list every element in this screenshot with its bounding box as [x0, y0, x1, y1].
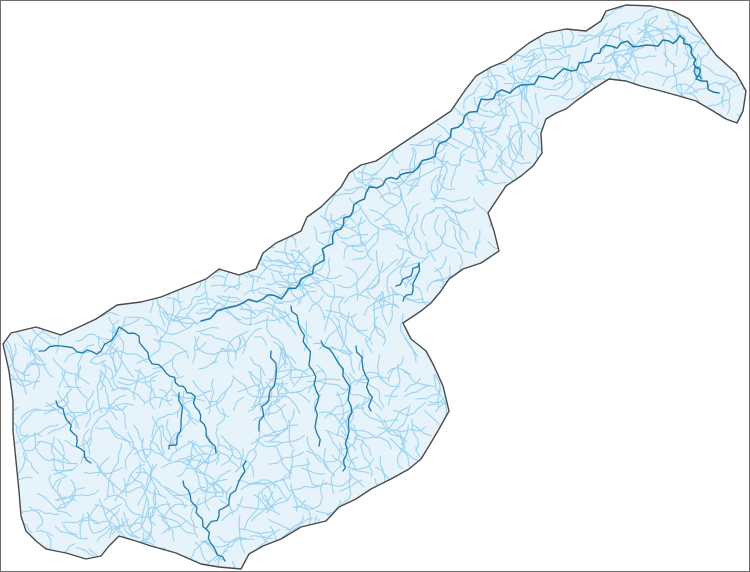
- tributary-river: [182, 480, 226, 562]
- tributary-river: [38, 326, 217, 454]
- main-river: [200, 35, 720, 322]
- tributary-river: [395, 262, 421, 302]
- tributary-river: [320, 340, 353, 472]
- tributary-river: [55, 400, 92, 464]
- tributary-river: [205, 460, 247, 530]
- tributary-river: [258, 350, 277, 432]
- tributary-river: [693, 66, 702, 80]
- major-rivers-layer: [38, 35, 720, 562]
- tributary-river: [168, 392, 184, 450]
- tributary-river: [290, 305, 321, 447]
- tributary-river: [355, 345, 374, 412]
- basin-outline: [2, 4, 747, 570]
